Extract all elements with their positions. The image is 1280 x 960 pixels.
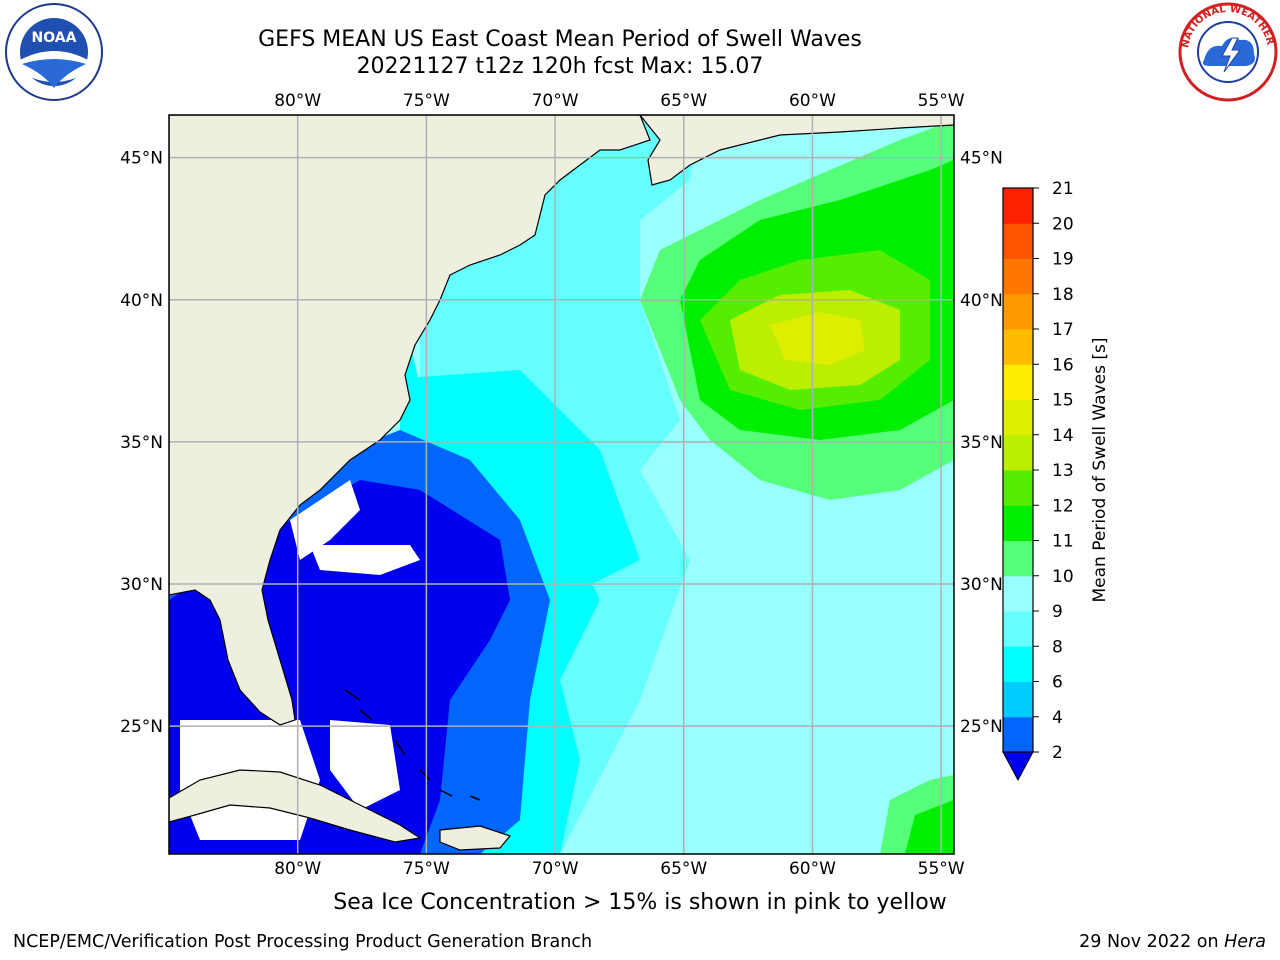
colorbar-level (1003, 293, 1033, 330)
land-nova-scotia (639, 115, 954, 186)
lat-labels-right: 45°N 40°N 35°N 30°N 25°N (960, 149, 1003, 737)
colorbar-tick-label: 15 (1052, 391, 1074, 411)
colorbar-level (1003, 575, 1033, 612)
colorbar-label: Mean Period of Swell Waves [s] (1090, 338, 1110, 603)
lon-labels-bottom: 80°W 75°W 70°W 65°W 60°W 55°W (274, 859, 965, 879)
colorbar-tick-label: 8 (1052, 637, 1063, 657)
colorbar-ticks: 2 4 6 8 9 10 11 12 13 14 15 16 17 18 19 20 21 (1033, 179, 1074, 763)
colorbar-level (1003, 434, 1033, 471)
colorbar-level (1003, 364, 1033, 400)
colorbar-tick-label: 20 (1052, 214, 1074, 234)
footer-host: Hera (1224, 932, 1266, 952)
colorbar-level (1003, 258, 1033, 295)
lon-label-bottom: 70°W (532, 859, 579, 879)
chart-subtitle: 20221127 t12z 120h fcst Max: 15.07 (356, 54, 764, 79)
colorbar-tick-label: 12 (1052, 496, 1074, 516)
lat-label-left: 45°N (120, 149, 163, 169)
colorbar (1003, 188, 1033, 753)
lat-label-right: 40°N (960, 291, 1003, 311)
colorbar-level (1003, 540, 1033, 577)
lat-label-left: 25°N (120, 717, 163, 737)
colorbar-level (1003, 329, 1033, 365)
lon-labels-top: 80°W 75°W 70°W 65°W 60°W 55°W (274, 91, 965, 111)
lat-label-left: 40°N (120, 291, 163, 311)
noaa-logo-text: NOAA (32, 30, 77, 46)
colorbar-level (1003, 611, 1033, 647)
colorbar-level (1003, 399, 1033, 436)
lat-label-left: 30°N (120, 575, 163, 595)
colorbar-level (1003, 505, 1033, 541)
map-gridlines (169, 115, 954, 854)
lon-label-bottom: 55°W (918, 859, 965, 879)
lon-label-top: 75°W (403, 91, 450, 111)
colorbar-tick-label: 11 (1052, 532, 1074, 552)
colorbar-tick-label: 10 (1052, 567, 1074, 587)
colorbar-tick-label: 21 (1052, 179, 1074, 199)
land-north-america (169, 115, 651, 726)
colorbar-under-arrow (1002, 751, 1034, 782)
colorbar-tick-label: 14 (1052, 426, 1074, 446)
colorbar-tick-label: 2 (1052, 743, 1063, 763)
colorbar-tick-label: 19 (1052, 250, 1074, 270)
colorbar-tick-label: 4 (1052, 708, 1063, 728)
lat-label-right: 25°N (960, 717, 1003, 737)
land-cuba (169, 769, 422, 843)
lon-label-bottom: 75°W (403, 859, 450, 879)
lat-label-right: 30°N (960, 575, 1003, 595)
lon-label-bottom: 60°W (789, 859, 836, 879)
map-frame (168, 114, 955, 855)
colorbar-tick-label: 16 (1052, 355, 1074, 375)
footer-credit: NCEP/EMC/Verification Post Processing Pr… (13, 932, 593, 952)
lon-label-bottom: 80°W (274, 859, 321, 879)
lat-label-right: 45°N (960, 149, 1003, 169)
noaa-logo: NOAA (5, 3, 103, 101)
colorbar-tick-label: 17 (1052, 320, 1074, 340)
colorbar-tick-label: 13 (1052, 461, 1074, 481)
lon-label-top: 55°W (918, 91, 965, 111)
colorbar-level (1003, 188, 1033, 224)
colorbar-level (1003, 646, 1033, 682)
lon-label-top: 65°W (660, 91, 707, 111)
chart-title: GEFS MEAN US East Coast Mean Period of S… (258, 27, 862, 52)
footer-date: 29 Nov 2022 on Hera (1079, 932, 1266, 952)
footer-date-text: 29 Nov 2022 on (1079, 932, 1225, 952)
lat-labels-left: 45°N 40°N 35°N 30°N 25°N (120, 149, 163, 737)
colorbar-level (1003, 470, 1033, 506)
sea-ice-caption: Sea Ice Concentration > 15% is shown in … (333, 890, 947, 915)
colorbar-tick-label: 18 (1052, 285, 1074, 305)
nws-logo: NATIONAL WEATHER SERVICE (1178, 2, 1278, 102)
lon-label-top: 60°W (789, 91, 836, 111)
map-area (169, 115, 954, 854)
colorbar-level (1003, 681, 1033, 718)
colorbar-level (1003, 223, 1033, 259)
colorbar-level (1003, 716, 1033, 753)
lon-label-top: 80°W (274, 91, 321, 111)
lon-label-bottom: 65°W (660, 859, 707, 879)
colorbar-tick-label: 6 (1052, 673, 1063, 693)
lat-label-left: 35°N (120, 433, 163, 453)
colorbar-tick-label: 9 (1052, 602, 1063, 622)
lon-label-top: 70°W (532, 91, 579, 111)
lat-label-right: 35°N (960, 433, 1003, 453)
swell-band-14-15 (770, 312, 865, 365)
